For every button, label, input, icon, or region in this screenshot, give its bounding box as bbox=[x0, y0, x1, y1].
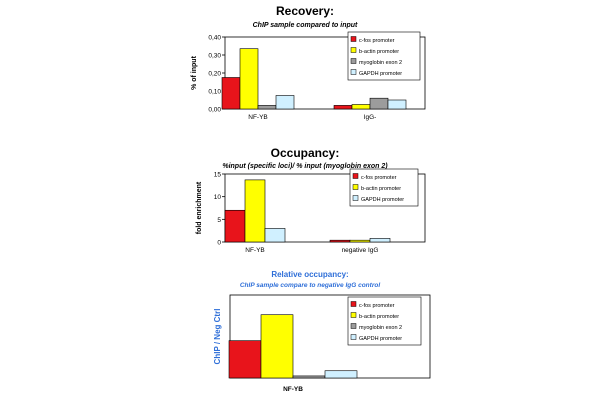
bar bbox=[257, 105, 277, 110]
legend-swatch bbox=[350, 36, 357, 42]
bar bbox=[264, 228, 286, 243]
legend-swatch bbox=[350, 323, 357, 329]
y-tick-label: 0,30 bbox=[208, 53, 221, 60]
chart-subtitle: ChIP sample compare to negative IgG cont… bbox=[240, 282, 380, 289]
bar bbox=[221, 77, 241, 110]
chart-1: Recovery: ChIP sample compared to input % … bbox=[191, 4, 426, 121]
legend-entry: GAPDH promoter bbox=[359, 71, 402, 77]
bar bbox=[292, 375, 326, 379]
category-label: negative IgG bbox=[342, 247, 379, 254]
legend-swatch bbox=[350, 58, 357, 64]
chart-title: Relative occupancy: bbox=[271, 270, 348, 279]
legend: c-fos promoter b-actin promoter myoglobin … bbox=[347, 31, 421, 81]
legend-swatch bbox=[350, 69, 357, 75]
legend-entry: c-fos promoter bbox=[361, 175, 397, 181]
legend-box bbox=[347, 31, 421, 81]
chart-subtitle: %input (specific loci)/ % input (myoglob… bbox=[222, 163, 388, 170]
legend-box bbox=[349, 168, 419, 207]
legend-entry: c-fos promoter bbox=[359, 38, 395, 44]
legend-swatch bbox=[352, 184, 359, 190]
category-label: IgG- bbox=[364, 114, 377, 121]
legend-swatch bbox=[350, 312, 357, 318]
legend-entry: GAPDH promoter bbox=[361, 197, 404, 203]
y-tick-label: 0,20 bbox=[208, 71, 221, 78]
y-tick-label: 0,40 bbox=[208, 35, 221, 42]
bar bbox=[228, 340, 262, 379]
y-tick-label: 10 bbox=[214, 194, 222, 201]
y-axis-label: % of input bbox=[191, 55, 198, 89]
legend: c-fos promoter b-actin promoter GAPDH prom… bbox=[349, 168, 419, 207]
legend-entry: b-actin promoter bbox=[361, 186, 401, 192]
bar bbox=[369, 238, 391, 243]
bar bbox=[349, 239, 371, 243]
y-tick-label: 5 bbox=[217, 217, 221, 224]
legend-swatch bbox=[350, 301, 357, 307]
bar bbox=[275, 95, 295, 110]
chart-title: Recovery: bbox=[276, 4, 334, 18]
legend-entry: GAPDH promoter bbox=[359, 336, 402, 342]
bar bbox=[369, 97, 389, 110]
bar bbox=[244, 179, 266, 243]
legend-entry: b-actin promoter bbox=[359, 49, 399, 55]
chart-2: Occupancy: %input (specific loci)/ % inpu… bbox=[196, 146, 426, 254]
bar bbox=[329, 239, 351, 243]
plot-area bbox=[224, 173, 426, 243]
y-tick-label: 0 bbox=[217, 240, 221, 247]
bar bbox=[387, 99, 407, 110]
chart-3: Relative occupancy: ChIP sample compare t… bbox=[213, 270, 431, 393]
legend-swatch bbox=[350, 47, 357, 53]
category-label: NF-YB bbox=[248, 114, 268, 121]
bar bbox=[333, 105, 353, 110]
chart-title: Occupancy: bbox=[271, 146, 340, 160]
bar bbox=[260, 314, 294, 379]
legend-swatch bbox=[352, 195, 359, 201]
legend-entry: myoglobin exon 2 bbox=[359, 60, 402, 66]
bar bbox=[239, 48, 259, 110]
legend: c-fos promoter b-actin promoter myoglobin … bbox=[347, 296, 422, 346]
bar bbox=[224, 209, 246, 243]
y-axis-label: fold enrichment bbox=[196, 181, 203, 234]
legend-box bbox=[347, 296, 422, 346]
y-tick-label: 15 bbox=[214, 172, 222, 179]
category-label: NF-YB bbox=[245, 247, 265, 254]
chart-subtitle: ChIP sample compared to input bbox=[253, 22, 358, 29]
legend-entry: c-fos promoter bbox=[359, 303, 395, 309]
legend-entry: b-actin promoter bbox=[359, 314, 399, 320]
y-tick-label: 0,00 bbox=[208, 107, 221, 114]
legend-swatch bbox=[352, 173, 359, 179]
category-label: NF-YB bbox=[283, 386, 303, 393]
bar bbox=[351, 104, 371, 110]
y-axis-label: ChIP / Neg Ctrl bbox=[213, 309, 222, 365]
y-tick-label: 0,10 bbox=[208, 89, 221, 96]
legend-swatch bbox=[350, 334, 357, 340]
bar bbox=[324, 370, 358, 379]
legend-entry: myoglobin exon 2 bbox=[359, 325, 402, 331]
